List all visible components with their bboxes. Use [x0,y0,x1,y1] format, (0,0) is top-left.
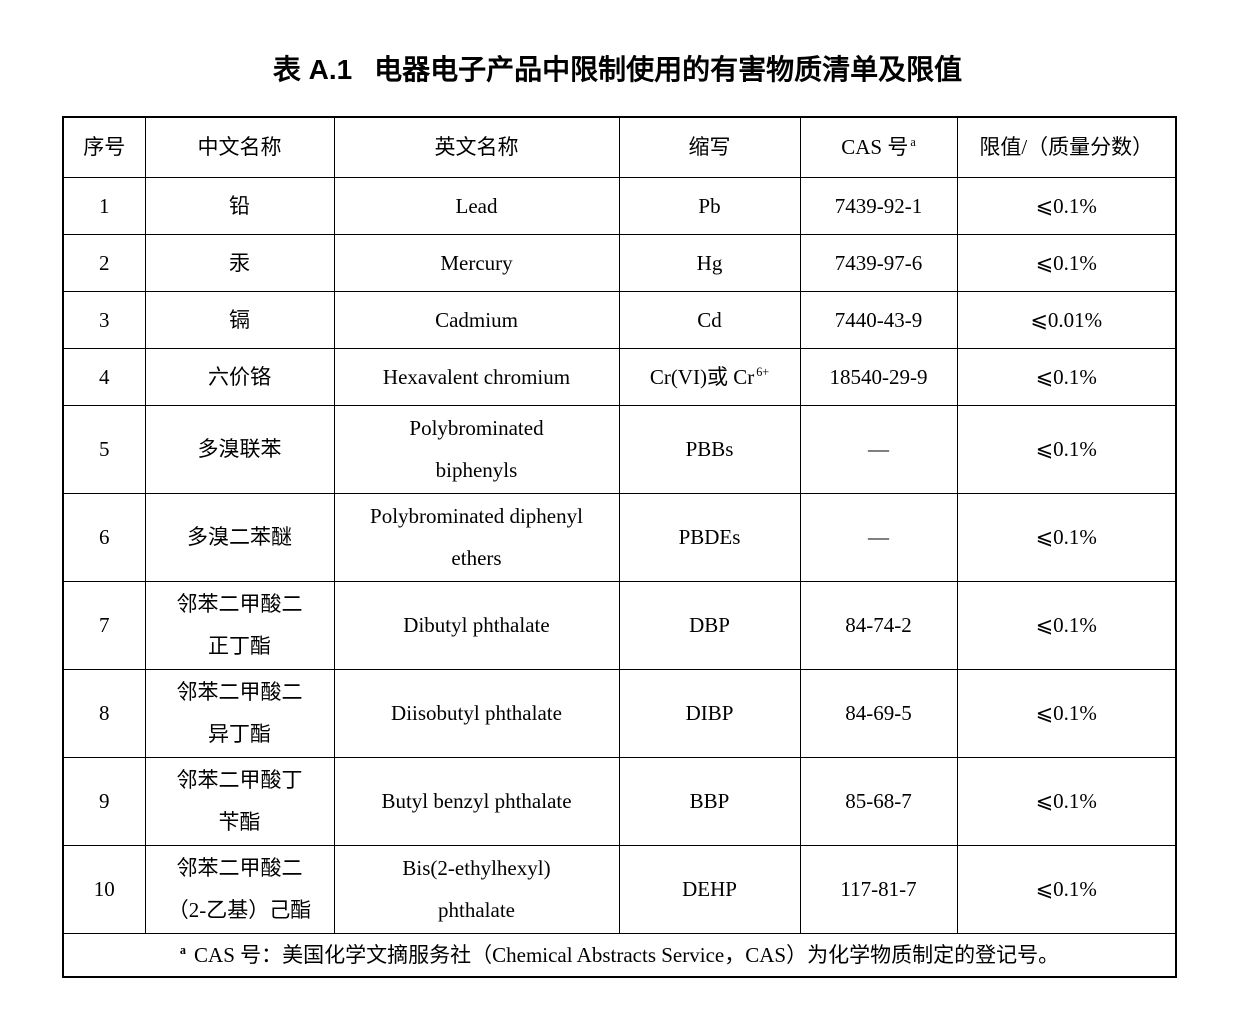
table-body: 1 铅 Lead Pb 7439-92-1 ⩽0.1% 2 汞 Mercury Hg 7439-97… [62,176,1177,934]
table-number: 表 A.1 [272,54,353,85]
header-chinese-name: 中文名称 [144,116,335,178]
table-row: 1 铅 Lead Pb 7439-92-1 ⩽0.1% [62,176,1177,235]
cell-english-name: Mercury [333,233,620,292]
cell-limit-value: ⩽0.1% [956,233,1177,292]
cell-english-name: Dibutyl phthalate [333,580,620,670]
cell-abbreviation: Hg [618,233,801,292]
table-title: 电器电子产品中限制使用的有害物质清单及限值 [374,54,963,85]
cell-chinese-name: 邻苯二甲酸丁 苄酯 [144,756,335,846]
cell-limit-value: ⩽0.1% [956,347,1177,406]
abbreviation-superscript: 6+ [756,364,770,379]
cell-cas-number: 117-81-7 [799,844,958,934]
cell-limit-value: ⩽0.1% [956,404,1177,494]
cell-abbreviation: Cd [618,290,801,349]
cell-cas-number: — [799,492,958,582]
cell-cas-number: 7439-97-6 [799,233,958,292]
cell-limit-value: ⩽0.1% [956,756,1177,846]
table-row: 2 汞 Mercury Hg 7439-97-6 ⩽0.1% [62,233,1177,292]
cell-abbreviation: BBP [618,756,801,846]
cell-abbreviation: Pb [618,176,801,235]
table-row: 8 邻苯二甲酸二 异丁酯 Diisobutyl phthalate DIBP 84-69-… [62,668,1177,758]
cell-serial-number: 4 [62,347,146,406]
cell-english-name: Butyl benzyl phthalate [333,756,620,846]
footnote-marker: a [179,942,187,957]
header-limit: 限值/（质量分数） [956,116,1177,178]
cell-chinese-name: 六价铬 [144,347,335,406]
cell-serial-number: 6 [62,492,146,582]
table-caption: 表 A.1 电器电子产品中限制使用的有害物质清单及限值 [0,52,1235,88]
cell-chinese-name: 汞 [144,233,335,292]
cell-abbreviation: DBP [618,580,801,670]
table-row: 3 镉 Cadmium Cd 7440-43-9 ⩽0.01% [62,290,1177,349]
cell-cas-number: — [799,404,958,494]
cell-english-name: Polybrominated biphenyls [333,404,620,494]
table-row: 4 六价铬 Hexavalent chromium Cr(VI)或 Cr 6+ 18540… [62,347,1177,406]
cell-serial-number: 2 [62,233,146,292]
cell-cas-number: 18540-29-9 [799,347,958,406]
cell-serial-number: 1 [62,176,146,235]
cell-serial-number: 8 [62,668,146,758]
cell-chinese-name: 邻苯二甲酸二 正丁酯 [144,580,335,670]
cell-limit-value: ⩽0.1% [956,580,1177,670]
cell-limit-value: ⩽0.1% [956,176,1177,235]
table-row: 10 邻苯二甲酸二 （2-乙基）己酯 Bis(2-ethylhexyl) phthala… [62,844,1177,934]
table-row: 6 多溴二苯醚 Polybrominated diphenyl ethers PBDEs… [62,492,1177,582]
cell-english-name: Diisobutyl phthalate [333,668,620,758]
cell-cas-number: 85-68-7 [799,756,958,846]
cell-chinese-name: 邻苯二甲酸二 异丁酯 [144,668,335,758]
table-row: 9 邻苯二甲酸丁 苄酯 Butyl benzyl phthalate BBP 85-68-… [62,756,1177,846]
cell-serial-number: 5 [62,404,146,494]
cell-serial-number: 3 [62,290,146,349]
cell-limit-value: ⩽0.1% [956,844,1177,934]
cell-serial-number: 7 [62,580,146,670]
cell-chinese-name: 多溴联苯 [144,404,335,494]
cell-serial-number: 9 [62,756,146,846]
cell-english-name: Hexavalent chromium [333,347,620,406]
cell-cas-number: 7439-92-1 [799,176,958,235]
cell-chinese-name: 镉 [144,290,335,349]
cell-english-name: Polybrominated diphenyl ethers [333,492,620,582]
cell-abbreviation: Cr(VI)或 Cr 6+ [618,347,801,406]
cell-abbreviation: DIBP [618,668,801,758]
cell-cas-number: 84-74-2 [799,580,958,670]
footnote-text: CAS 号：美国化学文摘服务社（Chemical Abstracts Servi… [194,942,1060,967]
cell-limit-value: ⩽0.1% [956,492,1177,582]
cell-chinese-name: 铅 [144,176,335,235]
cell-abbreviation: PBDEs [618,492,801,582]
header-cas-footnote-marker: a [910,135,916,150]
cell-serial-number: 10 [62,844,146,934]
cell-chinese-name: 多溴二苯醚 [144,492,335,582]
cell-english-name: Cadmium [333,290,620,349]
table-row: 5 多溴联苯 Polybrominated biphenyls PBBs — ⩽0.1% [62,404,1177,494]
cell-limit-value: ⩽0.01% [956,290,1177,349]
footnote-row: a CAS 号：美国化学文摘服务社（Chemical Abstracts Serv… [62,932,1177,977]
cell-abbreviation: DEHP [618,844,801,934]
cell-cas-number: 7440-43-9 [799,290,958,349]
cell-english-name: Lead [333,176,620,235]
header-english-name: 英文名称 [333,116,620,178]
cell-chinese-name: 邻苯二甲酸二 （2-乙基）己酯 [144,844,335,934]
header-abbreviation: 缩写 [618,116,801,178]
header-serial-number: 序号 [62,116,146,178]
cell-abbreviation: PBBs [618,404,801,494]
cell-cas-number: 84-69-5 [799,668,958,758]
footnote-cell: a CAS 号：美国化学文摘服务社（Chemical Abstracts Serv… [62,932,1177,977]
cell-limit-value: ⩽0.1% [956,668,1177,758]
table-row: 7 邻苯二甲酸二 正丁酯 Dibutyl phthalate DBP 84-74-2 ⩽0.… [62,580,1177,670]
cell-english-name: Bis(2-ethylhexyl) phthalate [333,844,620,934]
